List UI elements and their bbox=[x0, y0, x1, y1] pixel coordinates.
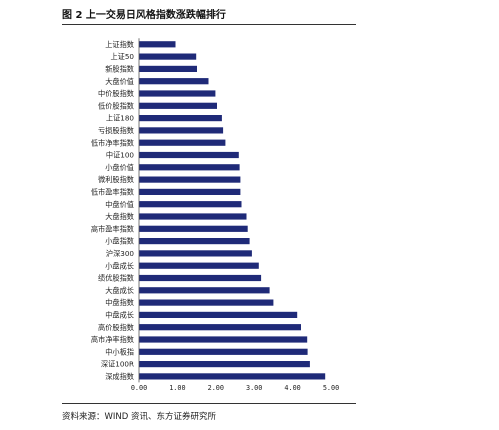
x-tick-label-0: 0.00 bbox=[131, 384, 147, 392]
category-label-23: 高价股指数 bbox=[98, 323, 134, 332]
title-divider bbox=[62, 24, 356, 25]
category-label-10: 小盘价值 bbox=[105, 163, 134, 172]
category-label-19: 绩优股指数 bbox=[98, 274, 134, 283]
category-label-15: 高市盈率指数 bbox=[91, 224, 134, 233]
category-label-18: 小盘成长 bbox=[105, 261, 134, 270]
bar-20 bbox=[139, 287, 270, 294]
category-label-27: 深成指数 bbox=[105, 372, 134, 381]
bar-13 bbox=[139, 201, 242, 208]
category-label-0: 上证指数 bbox=[105, 40, 134, 49]
bar-8 bbox=[139, 139, 226, 146]
bottom-divider bbox=[62, 403, 356, 404]
category-label-8: 低市净率指数 bbox=[91, 138, 134, 147]
bar-16 bbox=[139, 238, 250, 245]
category-label-21: 中盘指数 bbox=[105, 298, 134, 307]
bar-15 bbox=[139, 225, 248, 232]
bar-7 bbox=[139, 127, 224, 134]
bar-23 bbox=[139, 324, 301, 331]
bar-14 bbox=[139, 213, 247, 220]
bar-24 bbox=[139, 336, 308, 343]
category-label-3: 大盘价值 bbox=[105, 77, 134, 86]
bar-17 bbox=[139, 250, 252, 257]
bars-group bbox=[139, 41, 326, 380]
bar-10 bbox=[139, 164, 240, 171]
bar-6 bbox=[139, 115, 222, 122]
category-label-7: 亏损股指数 bbox=[98, 126, 134, 135]
bar-22 bbox=[139, 311, 298, 318]
bar-21 bbox=[139, 299, 274, 306]
bar-4 bbox=[139, 90, 216, 97]
category-label-17: 沪深300 bbox=[106, 249, 135, 258]
bar-5 bbox=[139, 102, 217, 109]
category-label-1: 上证50 bbox=[110, 52, 134, 61]
category-label-13: 中盘价值 bbox=[105, 200, 134, 209]
category-label-4: 中价股指数 bbox=[98, 89, 134, 98]
x-tick-labels: 0.00 1.00 2.00 3.00 4.00 5.00 bbox=[131, 384, 339, 392]
x-tick-label-1: 1.00 bbox=[169, 384, 185, 392]
category-label-12: 低市盈率指数 bbox=[91, 188, 134, 197]
bar-26 bbox=[139, 361, 310, 368]
bar-9 bbox=[139, 151, 239, 159]
x-tick-label-2: 2.00 bbox=[208, 384, 224, 392]
source-note: 资料来源：WIND 资讯、东方证券研究所 bbox=[62, 412, 217, 422]
bar-25 bbox=[139, 348, 308, 355]
x-tick-label-5: 5.00 bbox=[323, 384, 339, 392]
bar-27 bbox=[139, 373, 326, 380]
category-label-25: 中小板指 bbox=[105, 347, 134, 356]
category-label-14: 大盘指数 bbox=[105, 212, 134, 221]
category-label-20: 大盘成长 bbox=[105, 286, 134, 295]
bar-0 bbox=[139, 41, 176, 48]
x-tick-label-3: 3.00 bbox=[246, 384, 262, 392]
category-label-16: 小盘指数 bbox=[105, 237, 134, 246]
category-label-26: 深证100R bbox=[101, 360, 134, 369]
bar-19 bbox=[139, 274, 262, 282]
category-label-9: 中证100 bbox=[106, 151, 135, 160]
category-label-5: 低价股指数 bbox=[98, 101, 134, 110]
figure-title: 图 2 上一交易日风格指数涨跌幅排行 bbox=[62, 10, 226, 21]
bar-2 bbox=[139, 65, 197, 72]
bar-3 bbox=[139, 78, 209, 85]
category-label-2: 新股指数 bbox=[105, 65, 134, 74]
category-label-6: 上证180 bbox=[106, 114, 135, 123]
bar-18 bbox=[139, 262, 259, 269]
bar-12 bbox=[139, 188, 241, 195]
x-tick-label-4: 4.00 bbox=[284, 384, 300, 392]
category-label-22: 中盘成长 bbox=[105, 311, 134, 320]
category-label-24: 高市净率指数 bbox=[91, 335, 134, 344]
category-label-11: 微利股指数 bbox=[98, 175, 134, 184]
bar-11 bbox=[139, 176, 241, 183]
bar-1 bbox=[139, 53, 197, 60]
